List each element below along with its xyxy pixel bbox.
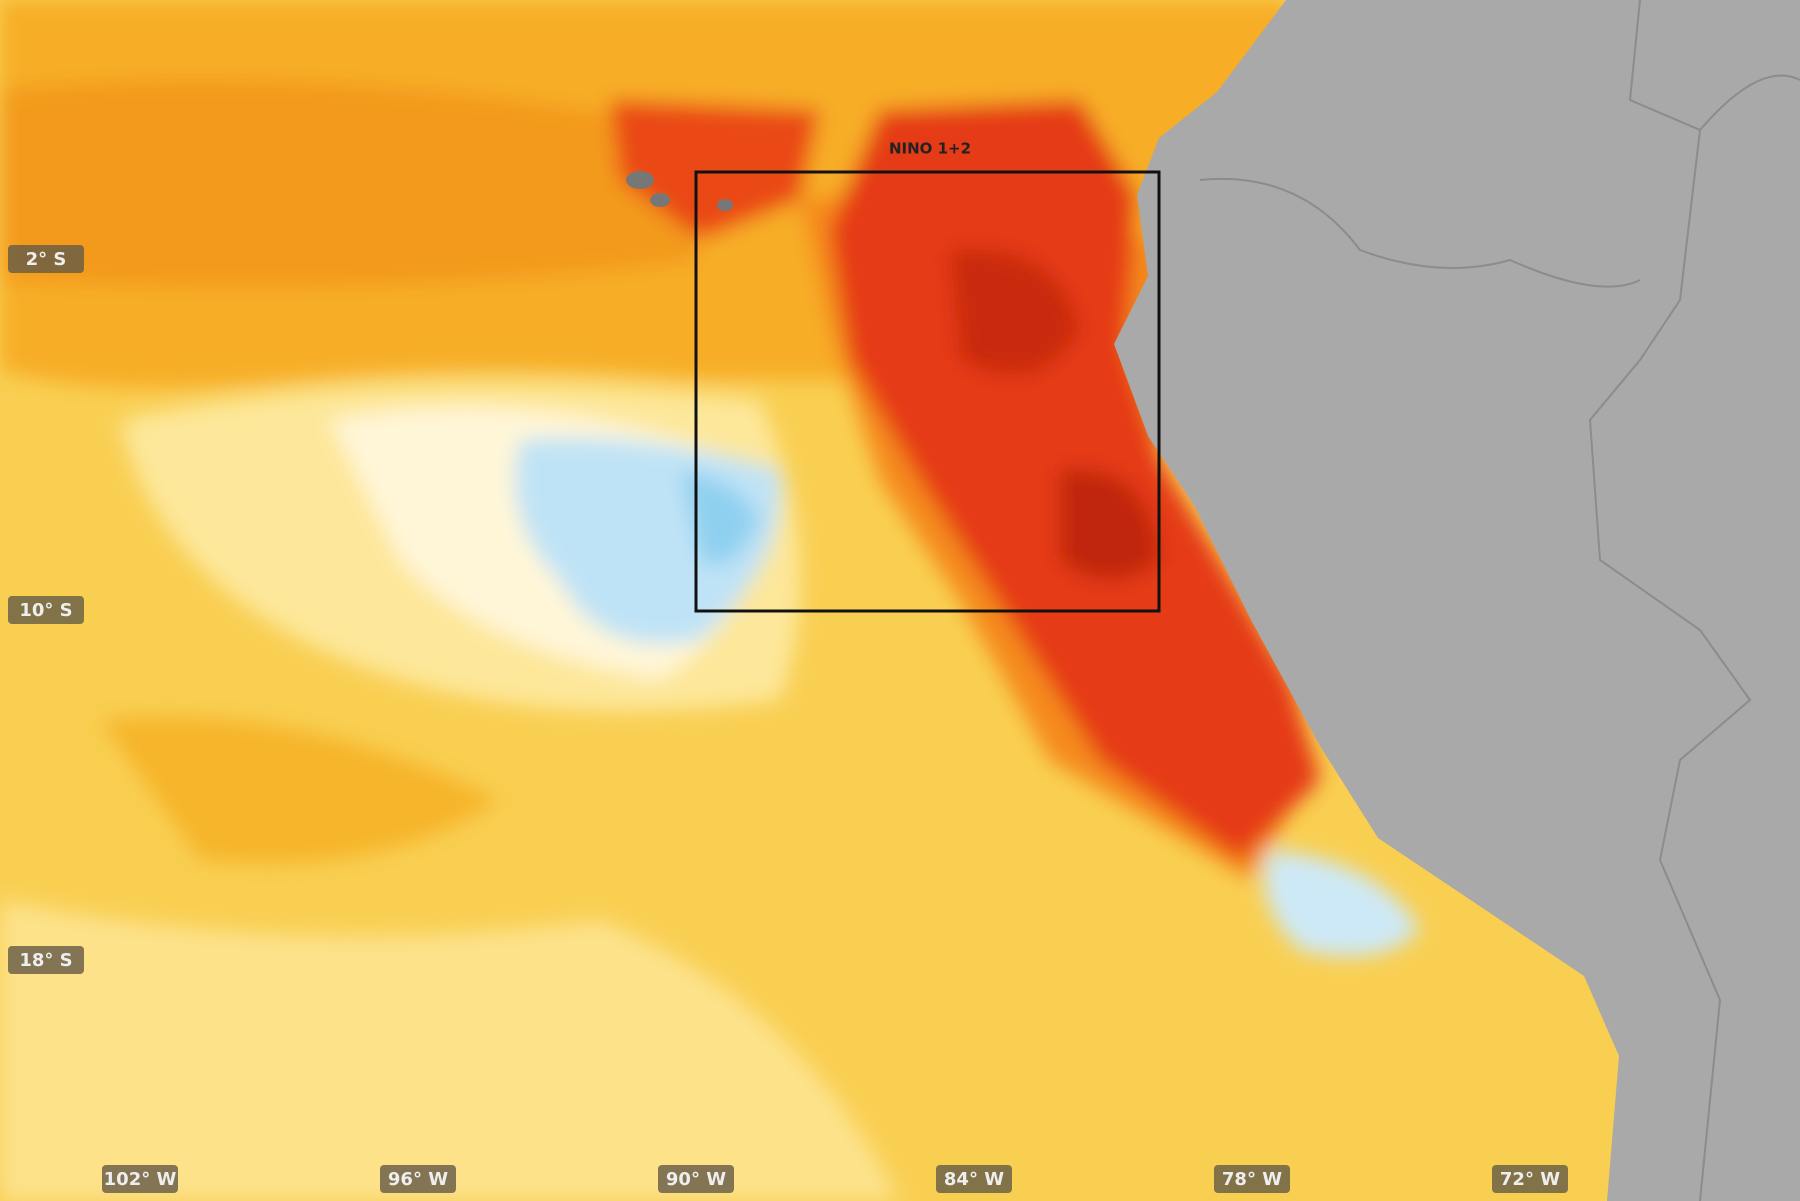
lon-label: 102° W (104, 1169, 177, 1190)
anomaly-fields (0, 0, 1420, 1201)
lon-label-badge (1492, 1165, 1568, 1193)
lon-label-badge (102, 1165, 178, 1193)
lat-label-badge (8, 596, 84, 624)
lon-label-badge (658, 1165, 734, 1193)
graticule-labels: 2° S 10° S 18° S 102° W 96° W 90° W 84° W 78° W… (8, 245, 1568, 1193)
lat-label-badge (8, 946, 84, 974)
lon-label-badge (1214, 1165, 1290, 1193)
lon-label: 90° W (666, 1169, 726, 1190)
region-label: NINO 1+2 (889, 140, 971, 158)
lon-label: 78° W (1222, 1169, 1282, 1190)
lon-label-badge (380, 1165, 456, 1193)
nino-region-box (694, 170, 1161, 613)
lon-label: 84° W (944, 1169, 1004, 1190)
lat-label: 2° S (26, 249, 67, 270)
lat-label-badge (8, 245, 84, 273)
lon-label-badge (936, 1165, 1012, 1193)
lon-label: 96° W (388, 1169, 448, 1190)
lat-label: 18° S (19, 950, 72, 971)
land (1114, 0, 1800, 1201)
borders (1199, 0, 1800, 1201)
lon-label: 72° W (1500, 1169, 1560, 1190)
galapagos (626, 171, 733, 211)
lat-label: 10° S (19, 600, 72, 621)
